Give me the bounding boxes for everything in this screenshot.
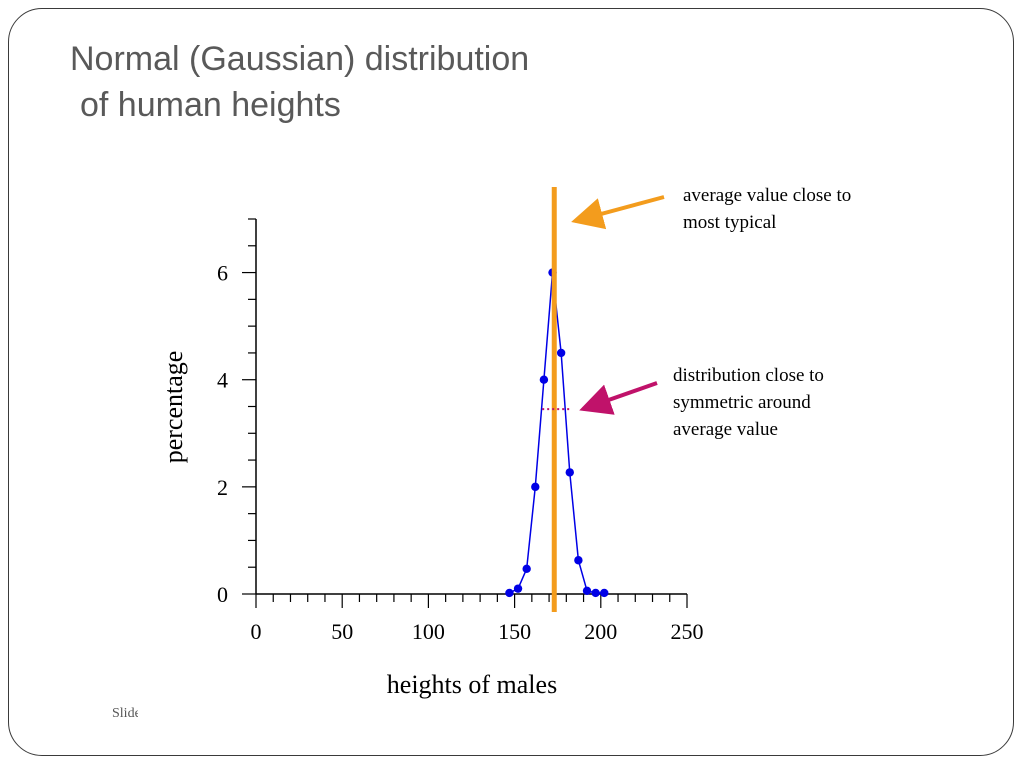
average-arrow — [571, 195, 665, 230]
data-point — [591, 588, 600, 598]
x-tick-label: 100 — [412, 619, 445, 644]
symmetry-annotation-line-2: symmetric around — [673, 392, 811, 413]
chart-tick-labels: 0 50 100 150 200 250 0 2 4 6 — [217, 261, 704, 644]
average-annotation-line-1: average value close to — [683, 185, 852, 206]
slide-footer: Slide — [112, 706, 138, 721]
y-tick-label: 4 — [217, 368, 228, 393]
series-points — [505, 268, 609, 598]
x-tick-label: 50 — [331, 619, 353, 644]
slide-frame — [8, 8, 1014, 756]
chart-axes — [255, 219, 687, 595]
symmetry-annotation-line-3: average value — [673, 419, 778, 440]
x-tick-label: 250 — [671, 619, 704, 644]
slide-title-line-2: of human heights — [80, 86, 341, 124]
data-point — [582, 586, 592, 595]
average-annotation-line-2: most typical — [683, 212, 777, 233]
data-point — [539, 375, 549, 384]
data-point — [574, 556, 583, 565]
x-tick-label: 0 — [251, 619, 262, 644]
slide-title-line-1: Normal (Gaussian) distribution — [70, 40, 530, 78]
data-point — [531, 482, 540, 492]
slide-title: Normal (Gaussian) distribution of human … — [70, 36, 529, 128]
data-point — [513, 584, 523, 593]
y-axis-label: percentage — [159, 351, 188, 464]
average-annotation: average value close to most typical — [683, 182, 923, 236]
chart-ticks — [242, 218, 688, 608]
data-point — [600, 588, 609, 598]
data-point — [556, 348, 566, 358]
data-point — [505, 588, 514, 598]
x-tick-label: 200 — [584, 619, 617, 644]
x-tick-label: 150 — [498, 619, 531, 644]
data-point — [522, 564, 531, 574]
data-point — [565, 468, 574, 477]
symmetry-annotation: distribution close to symmetric around a… — [673, 362, 913, 443]
y-tick-label: 2 — [217, 475, 228, 500]
y-tick-label: 0 — [217, 582, 228, 607]
y-tick-label: 6 — [217, 261, 228, 286]
x-axis-label: heights of males — [387, 670, 557, 699]
symmetry-annotation-line-1: distribution close to — [673, 365, 824, 386]
symmetry-arrow — [579, 381, 658, 415]
series-line — [509, 272, 605, 594]
